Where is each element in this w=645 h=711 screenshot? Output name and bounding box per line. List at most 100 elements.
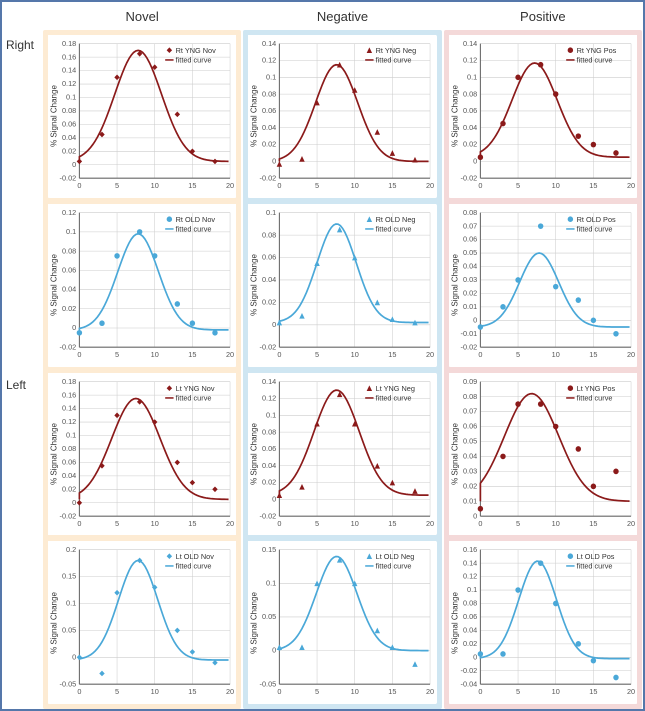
svg-text:-0.04: -0.04 — [460, 680, 477, 689]
svg-text:-0.02: -0.02 — [260, 173, 277, 182]
chart-cell: % Signal Change-0.0200.020.040.060.080.1… — [48, 204, 236, 367]
svg-text:0.14: 0.14 — [62, 66, 76, 75]
y-axis-label: % Signal Change — [50, 592, 59, 654]
svg-text:0: 0 — [473, 315, 477, 324]
svg-text:0.04: 0.04 — [463, 261, 477, 270]
svg-text:15: 15 — [188, 518, 196, 527]
svg-text:0.14: 0.14 — [463, 39, 477, 48]
svg-text:0.08: 0.08 — [262, 427, 276, 436]
svg-text:fitted curve: fitted curve — [376, 393, 412, 402]
svg-text:Lt OLD Pos: Lt OLD Pos — [576, 552, 614, 561]
svg-text:0.06: 0.06 — [463, 106, 477, 115]
column-negative: % Signal Change-0.0200.020.040.060.080.1… — [243, 30, 441, 709]
svg-text:0.06: 0.06 — [62, 119, 76, 128]
chart-cell: % Signal Change-0.0200.020.040.060.080.1… — [449, 35, 637, 198]
svg-text:15: 15 — [389, 350, 397, 359]
svg-text:0.02: 0.02 — [463, 140, 477, 149]
svg-text:0.12: 0.12 — [463, 56, 477, 65]
y-axis-label: % Signal Change — [250, 85, 259, 147]
svg-text:0.1: 0.1 — [266, 579, 276, 588]
svg-text:15: 15 — [188, 181, 196, 190]
svg-text:5: 5 — [516, 181, 520, 190]
chart-cell: % Signal Change-0.02-0.0100.010.020.030.… — [449, 204, 637, 367]
svg-text:0.16: 0.16 — [62, 390, 76, 399]
svg-text:Rt YNG Nov: Rt YNG Nov — [176, 46, 216, 55]
svg-text:0.08: 0.08 — [262, 89, 276, 98]
svg-text:15: 15 — [589, 350, 597, 359]
chart-cell: % Signal Change-0.0500.050.10.1505101520… — [248, 541, 436, 704]
svg-text:0.01: 0.01 — [463, 496, 477, 505]
svg-text:10: 10 — [351, 350, 359, 359]
svg-text:5: 5 — [315, 687, 319, 696]
svg-text:0.03: 0.03 — [463, 466, 477, 475]
svg-text:Rt YNG Neg: Rt YNG Neg — [376, 46, 417, 55]
svg-text:0.04: 0.04 — [62, 133, 76, 142]
svg-text:0: 0 — [272, 494, 276, 503]
svg-text:0: 0 — [478, 687, 482, 696]
svg-text:0.12: 0.12 — [262, 393, 276, 402]
svg-text:-0.02: -0.02 — [460, 342, 477, 351]
svg-text:Rt YNG Pos: Rt YNG Pos — [576, 46, 616, 55]
svg-text:0.04: 0.04 — [262, 123, 276, 132]
row-label-left: Left — [2, 370, 42, 710]
svg-text:0.12: 0.12 — [62, 79, 76, 88]
svg-text:20: 20 — [426, 350, 434, 359]
svg-text:-0.02: -0.02 — [60, 342, 77, 351]
svg-text:0.2: 0.2 — [66, 545, 76, 554]
svg-text:0.18: 0.18 — [62, 376, 76, 385]
svg-text:0.15: 0.15 — [262, 545, 276, 554]
svg-text:0.12: 0.12 — [62, 207, 76, 216]
svg-text:0: 0 — [473, 511, 477, 520]
svg-text:0.06: 0.06 — [463, 421, 477, 430]
y-axis-label: % Signal Change — [250, 254, 259, 316]
svg-text:0.08: 0.08 — [463, 391, 477, 400]
svg-text:0.05: 0.05 — [463, 248, 477, 257]
svg-text:5: 5 — [315, 518, 319, 527]
svg-text:0.04: 0.04 — [62, 470, 76, 479]
chart-cell: % Signal Change00.010.020.030.040.050.06… — [449, 373, 637, 536]
svg-text:0.08: 0.08 — [463, 207, 477, 216]
grid-main: Right Left % Signal Change-0.0200.020.04… — [2, 30, 643, 709]
column-headers: Novel Negative Positive — [2, 2, 643, 30]
col-header-positive: Positive — [443, 9, 643, 24]
svg-text:Rt OLD Nov: Rt OLD Nov — [176, 215, 216, 224]
y-axis-label: % Signal Change — [250, 423, 259, 485]
svg-text:-0.05: -0.05 — [60, 680, 77, 689]
chart-cell: % Signal Change-0.0500.050.10.150.205101… — [48, 541, 236, 704]
svg-text:0: 0 — [278, 350, 282, 359]
svg-text:-0.02: -0.02 — [260, 511, 277, 520]
svg-text:5: 5 — [115, 181, 119, 190]
svg-text:0.1: 0.1 — [467, 72, 477, 81]
svg-text:0: 0 — [278, 181, 282, 190]
svg-text:0: 0 — [478, 181, 482, 190]
svg-text:5: 5 — [516, 518, 520, 527]
svg-text:0.05: 0.05 — [262, 612, 276, 621]
svg-text:5: 5 — [115, 518, 119, 527]
svg-text:0.04: 0.04 — [262, 460, 276, 469]
svg-text:0.09: 0.09 — [463, 376, 477, 385]
svg-text:0: 0 — [278, 687, 282, 696]
col-header-negative: Negative — [242, 9, 442, 24]
svg-text:0.02: 0.02 — [463, 481, 477, 490]
svg-text:0: 0 — [72, 497, 76, 506]
svg-text:5: 5 — [115, 687, 119, 696]
column-positive: % Signal Change-0.0200.020.040.060.080.1… — [444, 30, 642, 709]
svg-text:0.02: 0.02 — [262, 297, 276, 306]
column-novel: % Signal Change-0.0200.020.040.060.080.1… — [43, 30, 241, 709]
svg-text:5: 5 — [115, 350, 119, 359]
svg-text:Lt YNG Nov: Lt YNG Nov — [176, 383, 215, 392]
svg-text:0.14: 0.14 — [463, 558, 477, 567]
svg-text:0.05: 0.05 — [62, 626, 76, 635]
svg-text:fitted curve: fitted curve — [376, 56, 412, 65]
svg-text:0.06: 0.06 — [463, 234, 477, 243]
svg-text:15: 15 — [589, 181, 597, 190]
svg-text:0.14: 0.14 — [262, 376, 276, 385]
svg-text:0.06: 0.06 — [62, 457, 76, 466]
svg-text:fitted curve: fitted curve — [176, 56, 212, 65]
svg-text:fitted curve: fitted curve — [176, 224, 212, 233]
svg-text:0.14: 0.14 — [262, 39, 276, 48]
svg-text:20: 20 — [426, 181, 434, 190]
svg-text:0.04: 0.04 — [463, 123, 477, 132]
svg-text:10: 10 — [151, 687, 159, 696]
svg-text:0.1: 0.1 — [266, 207, 276, 216]
